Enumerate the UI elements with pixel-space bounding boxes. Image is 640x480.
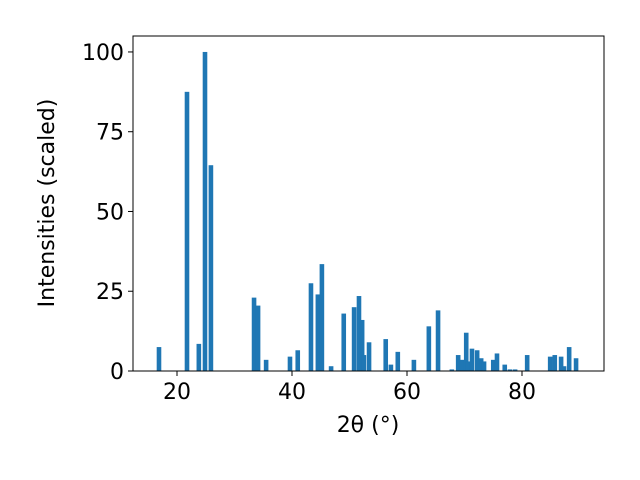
bar (361, 355, 367, 371)
bar (411, 359, 417, 371)
x-tick-label: 40 (278, 380, 306, 405)
bar (351, 307, 357, 371)
bar (255, 305, 261, 371)
bar (465, 361, 471, 371)
bar (566, 347, 572, 371)
bar (287, 356, 293, 371)
bar (426, 326, 432, 371)
plot-frame (132, 35, 605, 372)
bar (502, 364, 508, 371)
x-tick-label: 60 (393, 380, 421, 405)
bar (156, 347, 162, 371)
bar (295, 350, 301, 371)
bar (308, 283, 314, 371)
bar (449, 369, 455, 371)
bar (356, 296, 362, 371)
bar (251, 297, 257, 371)
bar (481, 361, 487, 371)
bar (459, 359, 465, 371)
bar (524, 355, 530, 371)
bar (558, 356, 564, 371)
bar (359, 319, 365, 371)
bar (547, 356, 553, 371)
y-axis-label: Intensities (scaled) (35, 99, 60, 308)
bar (315, 294, 321, 371)
bar (328, 366, 334, 371)
bar (494, 353, 500, 371)
bar (435, 310, 441, 371)
bar (469, 348, 475, 371)
bar (478, 358, 484, 371)
y-tick-label: 0 (110, 360, 124, 385)
y-tick-label: 50 (96, 200, 124, 225)
bar (184, 91, 190, 371)
bar (196, 343, 202, 371)
bar (561, 366, 567, 371)
y-tick-label: 25 (96, 280, 124, 305)
bar (366, 342, 372, 371)
bar (341, 313, 347, 371)
bar (319, 264, 325, 371)
bar (512, 369, 518, 371)
bar (507, 369, 513, 371)
bar (573, 358, 579, 371)
bar (552, 355, 558, 371)
bar (208, 165, 214, 371)
y-tick-label: 100 (82, 41, 124, 66)
bar (263, 359, 269, 371)
bar (383, 339, 389, 371)
bar (463, 332, 469, 371)
x-tick-label: 80 (508, 380, 536, 405)
x-tick-label: 20 (163, 380, 191, 405)
bar (455, 355, 461, 371)
x-axis-label: 2θ (°) (337, 413, 400, 438)
bar (395, 351, 401, 371)
bar (490, 359, 496, 371)
bar (474, 350, 480, 371)
y-tick-label: 75 (96, 121, 124, 146)
bar (202, 51, 208, 371)
bar (388, 364, 394, 371)
